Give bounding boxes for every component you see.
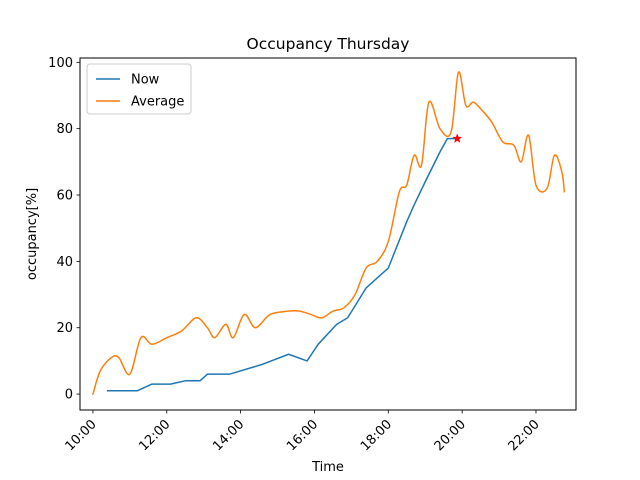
legend: Now Average	[86, 63, 192, 115]
y-tick-label: 100	[48, 56, 73, 71]
x-tick-label: 10:00	[63, 417, 100, 454]
x-tick-label: 18:00	[358, 417, 395, 454]
y-tick-label: 80	[56, 122, 73, 137]
y-tick-label: 60	[56, 189, 73, 204]
x-tick-label: 22:00	[506, 417, 543, 454]
marker-layer	[452, 133, 463, 143]
legend-label-now: Now	[131, 73, 160, 88]
x-tick-label: 12:00	[136, 417, 173, 454]
y-tick-label: 20	[56, 321, 73, 336]
y-tick-label: 0	[65, 388, 73, 403]
x-axis-label: Time	[311, 460, 344, 475]
chart-title: Occupancy Thursday	[247, 35, 410, 53]
y-axis-ticks: 0 20 40 60 80 100	[48, 56, 80, 403]
x-axis-ticks: 10:00 12:00 14:00 16:00 18:00 20:00 22:00	[63, 410, 543, 454]
y-axis-label: occupancy[%]	[25, 188, 40, 280]
x-tick-label: 16:00	[284, 417, 321, 454]
series-line-now	[106, 137, 460, 392]
x-tick-label: 14:00	[210, 417, 247, 454]
x-tick-label: 20:00	[432, 417, 469, 454]
current-time-star-marker	[452, 133, 463, 143]
series-layer	[91, 71, 566, 396]
y-tick-label: 40	[56, 255, 73, 270]
legend-label-average: Average	[131, 95, 184, 110]
axes-frame	[79, 57, 577, 411]
series-line-average	[91, 71, 566, 396]
